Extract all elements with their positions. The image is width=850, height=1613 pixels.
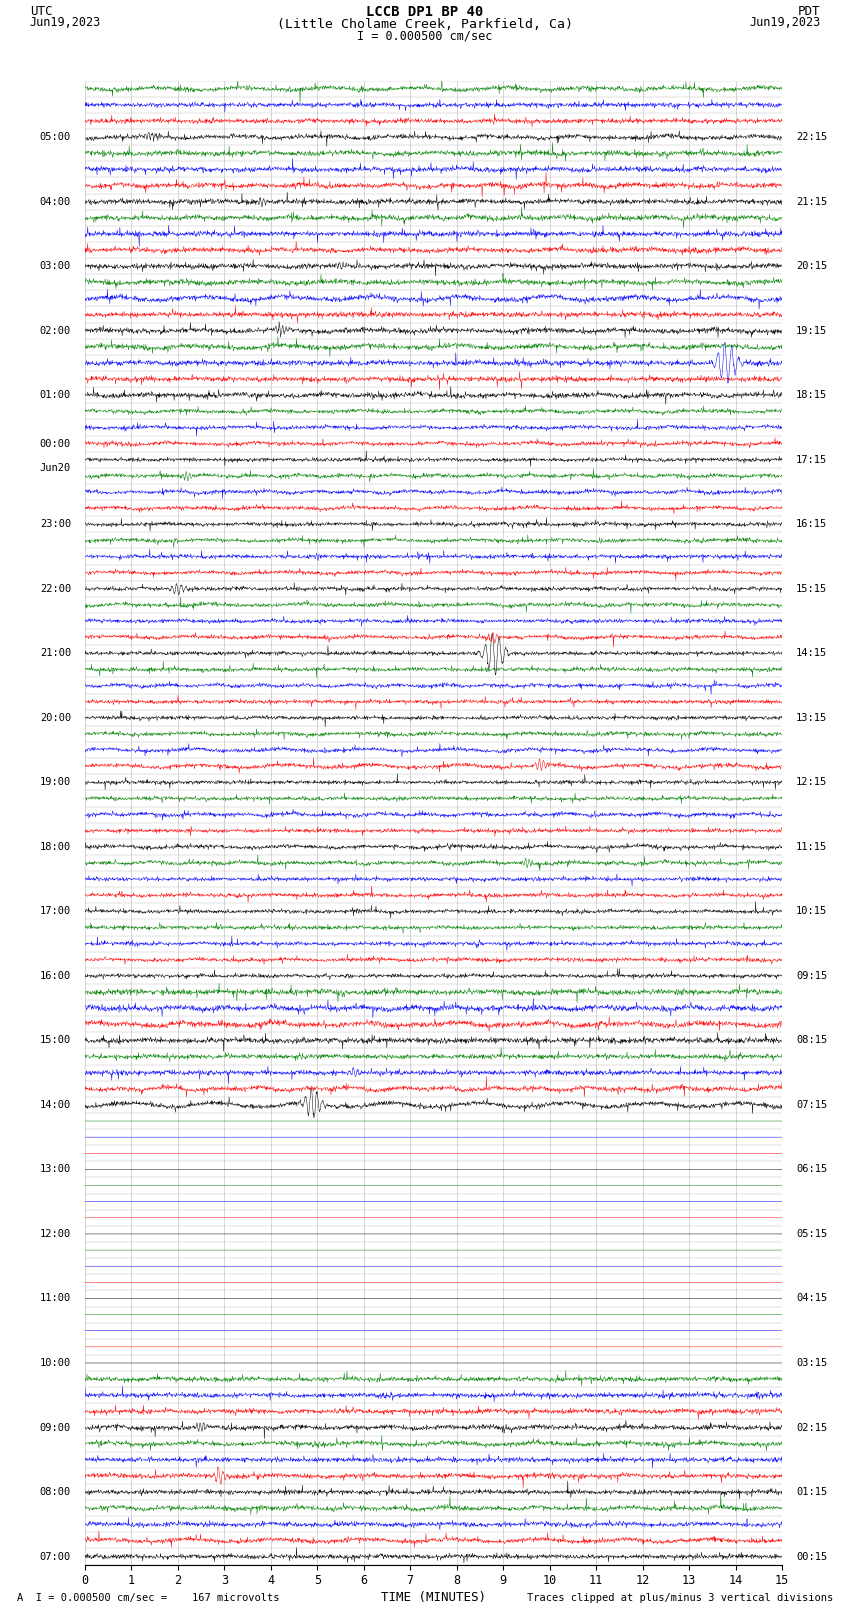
Text: 01:15: 01:15 <box>796 1487 827 1497</box>
Text: 15:15: 15:15 <box>796 584 827 594</box>
Text: 09:00: 09:00 <box>40 1423 71 1432</box>
Text: LCCB DP1 BP 40: LCCB DP1 BP 40 <box>366 5 484 19</box>
Text: UTC: UTC <box>30 5 52 18</box>
Text: 21:00: 21:00 <box>40 648 71 658</box>
Text: 10:00: 10:00 <box>40 1358 71 1368</box>
Text: 03:15: 03:15 <box>796 1358 827 1368</box>
Text: 13:00: 13:00 <box>40 1165 71 1174</box>
Text: 19:15: 19:15 <box>796 326 827 336</box>
Text: 20:15: 20:15 <box>796 261 827 271</box>
Text: 18:15: 18:15 <box>796 390 827 400</box>
Text: 23:00: 23:00 <box>40 519 71 529</box>
Text: 22:00: 22:00 <box>40 584 71 594</box>
Text: Jun19,2023: Jun19,2023 <box>749 16 820 29</box>
Text: 10:15: 10:15 <box>796 907 827 916</box>
Text: PDT: PDT <box>798 5 820 18</box>
Text: 14:15: 14:15 <box>796 648 827 658</box>
Text: Jun20: Jun20 <box>40 463 71 473</box>
Text: 02:15: 02:15 <box>796 1423 827 1432</box>
Text: 16:15: 16:15 <box>796 519 827 529</box>
Text: 12:15: 12:15 <box>796 777 827 787</box>
Text: 11:00: 11:00 <box>40 1294 71 1303</box>
Text: 15:00: 15:00 <box>40 1036 71 1045</box>
Text: Jun19,2023: Jun19,2023 <box>30 16 101 29</box>
Text: 14:00: 14:00 <box>40 1100 71 1110</box>
Text: 04:15: 04:15 <box>796 1294 827 1303</box>
Text: 17:15: 17:15 <box>796 455 827 465</box>
Text: I = 0.000500 cm/sec: I = 0.000500 cm/sec <box>357 29 493 42</box>
Text: 08:15: 08:15 <box>796 1036 827 1045</box>
Text: 03:00: 03:00 <box>40 261 71 271</box>
X-axis label: TIME (MINUTES): TIME (MINUTES) <box>381 1592 486 1605</box>
Text: 11:15: 11:15 <box>796 842 827 852</box>
Text: 05:15: 05:15 <box>796 1229 827 1239</box>
Text: 02:00: 02:00 <box>40 326 71 336</box>
Text: 00:00: 00:00 <box>40 439 71 448</box>
Text: 04:00: 04:00 <box>40 197 71 206</box>
Text: 12:00: 12:00 <box>40 1229 71 1239</box>
Text: 09:15: 09:15 <box>796 971 827 981</box>
Text: 20:00: 20:00 <box>40 713 71 723</box>
Text: A  I = 0.000500 cm/sec =    167 microvolts: A I = 0.000500 cm/sec = 167 microvolts <box>17 1594 280 1603</box>
Text: 22:15: 22:15 <box>796 132 827 142</box>
Text: 21:15: 21:15 <box>796 197 827 206</box>
Text: 08:00: 08:00 <box>40 1487 71 1497</box>
Text: 17:00: 17:00 <box>40 907 71 916</box>
Text: 18:00: 18:00 <box>40 842 71 852</box>
Text: 00:15: 00:15 <box>796 1552 827 1561</box>
Text: 05:00: 05:00 <box>40 132 71 142</box>
Text: Traces clipped at plus/minus 3 vertical divisions: Traces clipped at plus/minus 3 vertical … <box>527 1594 833 1603</box>
Text: 01:00: 01:00 <box>40 390 71 400</box>
Text: 07:00: 07:00 <box>40 1552 71 1561</box>
Text: 19:00: 19:00 <box>40 777 71 787</box>
Text: (Little Cholame Creek, Parkfield, Ca): (Little Cholame Creek, Parkfield, Ca) <box>277 18 573 31</box>
Text: 13:15: 13:15 <box>796 713 827 723</box>
Text: 16:00: 16:00 <box>40 971 71 981</box>
Text: 07:15: 07:15 <box>796 1100 827 1110</box>
Text: 06:15: 06:15 <box>796 1165 827 1174</box>
